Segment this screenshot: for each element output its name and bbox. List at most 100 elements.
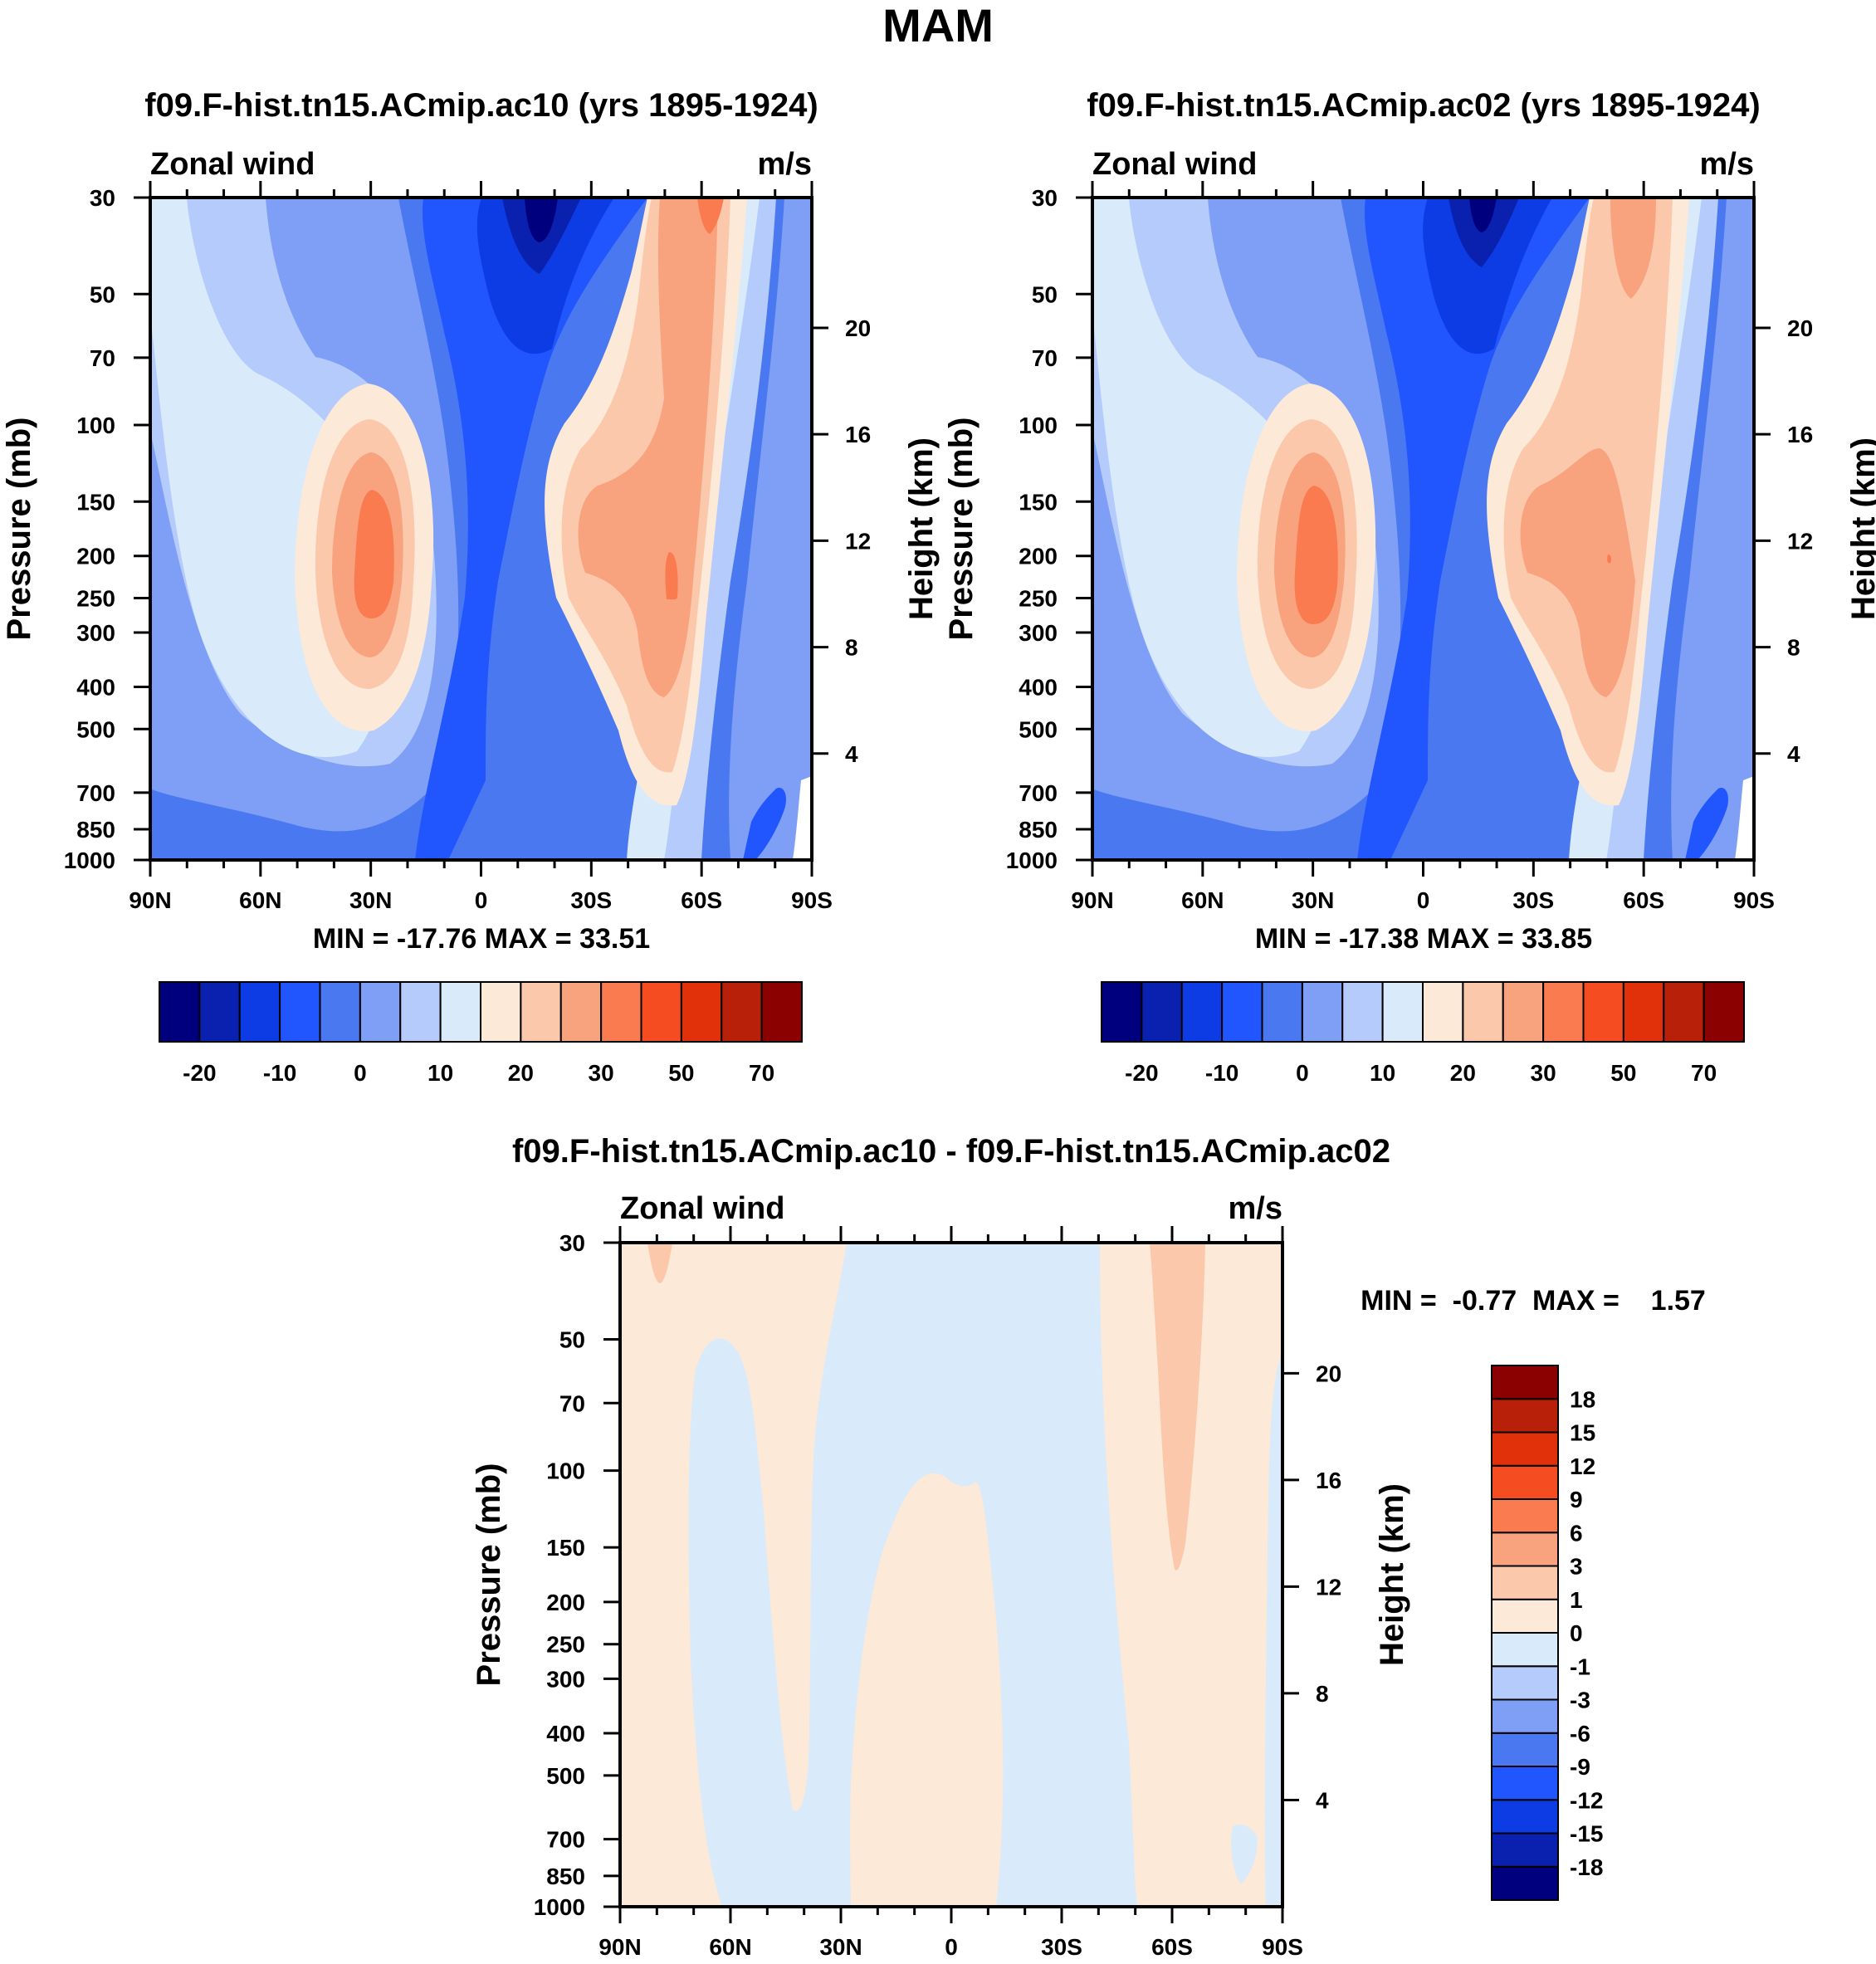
colorbar-swatch [1502, 981, 1545, 1043]
colorbar-swatch [1341, 981, 1384, 1043]
y-tick-label: 150 [76, 489, 115, 515]
panel-3-title: f09.F-hist.tn15.ACmip.ac10 - f09.F-hist.… [512, 1133, 1390, 1170]
y-right-tick-label: 4 [845, 741, 858, 767]
panel-2-contour-field [1092, 198, 1754, 860]
x-tick-label: 60N [709, 1934, 751, 1960]
colorbar-swatch [1703, 981, 1745, 1043]
colorbar-swatch [1491, 1865, 1559, 1901]
colorbar-tick-label: 12 [1570, 1453, 1595, 1479]
colorbar-swatch [600, 981, 642, 1043]
x-tick-label: 60S [1151, 1934, 1193, 1960]
y-tick-label: 70 [90, 345, 115, 371]
colorbar-tick-label: -10 [1205, 1060, 1238, 1086]
contour-band [578, 198, 718, 697]
y-right-axis-title: Height (km) [903, 437, 940, 620]
colorbar-swatch [721, 981, 763, 1043]
contour-band [1231, 1825, 1258, 1884]
colorbar-swatch [159, 981, 201, 1043]
panel-1-title: f09.F-hist.tn15.ACmip.ac10 (yrs 1895-192… [144, 87, 818, 124]
x-tick-label: 30N [819, 1934, 862, 1960]
y-tick-label: 300 [1019, 620, 1058, 646]
colorbar-tick-label: 50 [1610, 1060, 1636, 1086]
colorbar-swatch [1491, 1799, 1559, 1835]
y-tick-label: 1000 [1006, 848, 1058, 873]
y-right-axis-title: Height (km) [1374, 1483, 1410, 1666]
colorbar-swatch [1491, 1398, 1559, 1434]
panel-2-title: f09.F-hist.tn15.ACmip.ac02 (yrs 1895-192… [1087, 87, 1760, 124]
y-tick-label: 700 [76, 780, 115, 806]
y-tick-label: 30 [90, 185, 115, 211]
contour-band [354, 490, 394, 618]
y-tick-label: 150 [546, 1535, 585, 1561]
y-axis-title: Pressure (mb) [471, 1463, 507, 1687]
y-tick-label: 500 [76, 716, 115, 742]
colorbar-tick-label: 30 [589, 1060, 614, 1086]
colorbar-tick-label: 70 [1691, 1060, 1717, 1086]
colorbar-tick-label: 70 [749, 1060, 774, 1086]
colorbar-tick-label: -3 [1570, 1688, 1590, 1713]
colorbar-swatch [559, 981, 603, 1043]
y-tick-label: 150 [1019, 489, 1058, 515]
panel-3-subtitle-left: Zonal wind [620, 1191, 784, 1226]
colorbar-tick-label: 3 [1570, 1554, 1583, 1580]
colorbar-swatch [760, 981, 803, 1043]
colorbar-swatch [1101, 981, 1143, 1043]
colorbar-swatch [1422, 981, 1464, 1043]
contour-band [1520, 448, 1635, 697]
colorbar-tick-label: 15 [1570, 1420, 1595, 1446]
colorbar-tick-label: 10 [427, 1060, 453, 1086]
colorbar-swatch [319, 981, 361, 1043]
contour-band [1573, 198, 1754, 860]
y-tick-label: 250 [1019, 586, 1058, 612]
contour-band [1610, 198, 1656, 299]
colorbar-swatch [439, 981, 481, 1043]
panel-2-stats: MIN = -17.38 MAX = 33.85 [1255, 923, 1592, 955]
x-tick-label: 60N [1181, 887, 1224, 913]
panel-3: f09.F-hist.tn15.ACmip.ac10 - f09.F-hist.… [471, 1133, 1706, 1960]
y-right-tick-label: 12 [845, 528, 871, 554]
panel-3-frame [618, 1241, 1284, 1908]
colorbar-swatch [640, 981, 682, 1043]
colorbar-tick-label: 0 [1570, 1620, 1583, 1646]
panel-2-colorbar: -20 -10 0 10 20 30 50 70 [1101, 981, 1745, 1086]
contour-band [647, 1243, 672, 1283]
colorbar-tick-label: 20 [1450, 1060, 1476, 1086]
y-right-tick-label: 8 [1787, 635, 1800, 661]
contour-band [1735, 776, 1754, 860]
colorbar-tick-label: 0 [1296, 1060, 1309, 1086]
y-tick-label: 200 [76, 544, 115, 569]
colorbar-swatch [520, 981, 562, 1043]
contour-band [697, 198, 724, 234]
contour-band [1607, 555, 1611, 564]
y-tick-label: 850 [1019, 817, 1058, 843]
y-tick-label: 50 [90, 281, 115, 307]
colorbar-tick-label: -20 [183, 1060, 216, 1086]
colorbar-tick-label: -9 [1570, 1754, 1590, 1780]
y-tick-label: 400 [1019, 674, 1058, 700]
contour-band [415, 198, 647, 860]
y-right-tick-label: 20 [845, 315, 871, 341]
y-right-tick-label: 4 [1787, 741, 1800, 767]
x-tick-label: 30S [570, 887, 612, 913]
colorbar-swatch [1491, 1766, 1559, 1801]
x-tick-label: 90S [1733, 887, 1775, 913]
y-right-tick-label: 8 [845, 635, 858, 661]
contour-band [1449, 198, 1519, 267]
x-tick-label: 30S [1512, 887, 1554, 913]
colorbar-swatch [1491, 1532, 1559, 1567]
colorbar-swatch [399, 981, 442, 1043]
y-tick-label: 70 [559, 1390, 585, 1416]
colorbar-tick-label: 1 [1570, 1587, 1583, 1613]
colorbar-swatch [1491, 1565, 1559, 1600]
contour-band [525, 198, 558, 242]
x-tick-label: 90N [1071, 887, 1113, 913]
colorbar-swatch [198, 981, 241, 1043]
colorbar-swatch [1491, 1665, 1559, 1701]
contour-band [1264, 1353, 1282, 1907]
colorbar-swatch [1663, 981, 1705, 1043]
colorbar-swatch [1491, 1632, 1559, 1668]
colorbar-swatch [480, 981, 522, 1043]
colorbar-swatch [1491, 1598, 1559, 1634]
colorbar-swatch [1221, 981, 1263, 1043]
